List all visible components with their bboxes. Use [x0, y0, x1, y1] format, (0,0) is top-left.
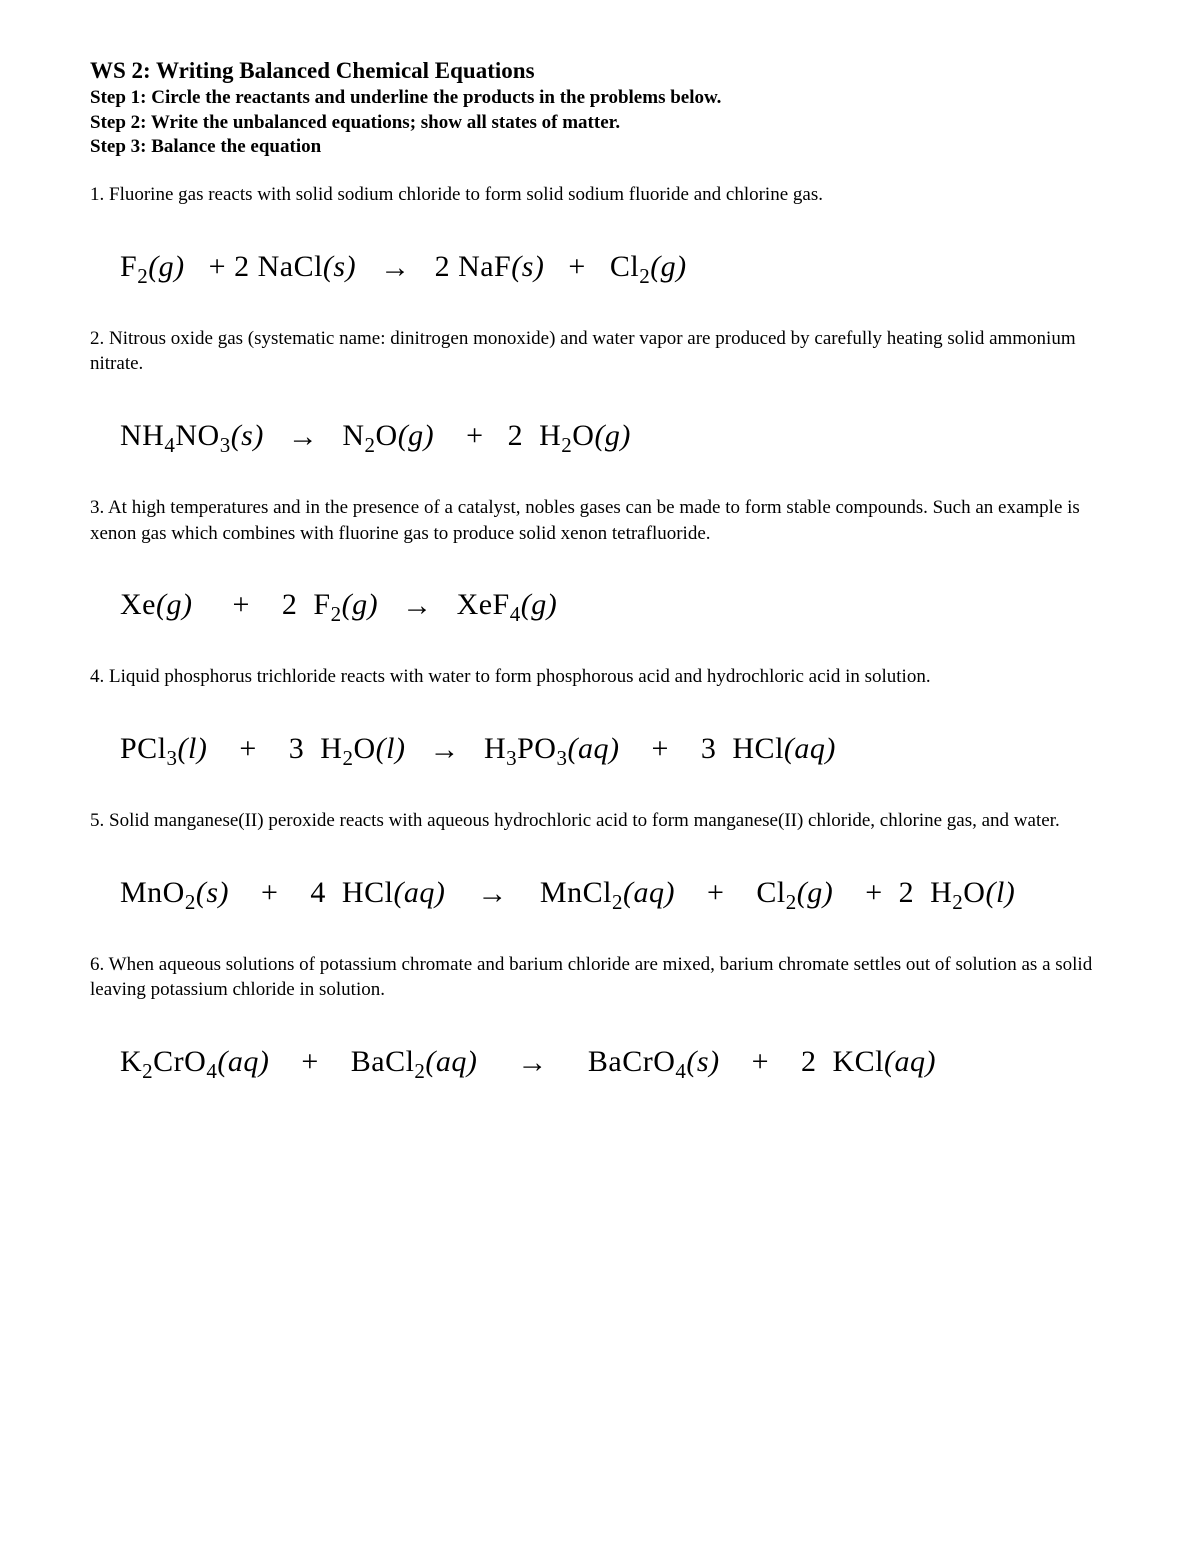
eq4-term1: PCl3(l): [120, 732, 207, 765]
eq4-term4: HCl(aq): [724, 732, 836, 765]
eq5-coef2: 4: [310, 876, 326, 909]
arrow-icon: →: [477, 877, 508, 911]
problem-3-text: 3. At high temperatures and in the prese…: [90, 495, 1110, 546]
step-2: Step 2: Write the unbalanced equations; …: [90, 111, 1110, 136]
eq1-coef3: 2: [435, 250, 451, 283]
plus-sign: +: [301, 1045, 318, 1078]
page-title: WS 2: Writing Balanced Chemical Equation…: [90, 58, 1110, 84]
step-3: Step 3: Balance the equation: [90, 135, 1110, 160]
plus-sign: +: [466, 419, 483, 452]
eq4-term2: H2O(l): [312, 732, 405, 765]
eq3-term1: Xe(g): [120, 588, 192, 621]
arrow-icon: →: [517, 1046, 548, 1080]
equation-2: NH4NO3(s) → N2O(g) + 2 H2O(g): [120, 419, 1110, 453]
eq2-coef3: 2: [508, 419, 524, 452]
eq2-term1: NH4NO3(s): [120, 419, 264, 452]
plus-sign: +: [865, 876, 882, 909]
equation-5: MnO2(s) + 4 HCl(aq) → MnCl2(aq) + Cl2(g)…: [120, 876, 1110, 910]
eq5-term2: HCl(aq): [334, 876, 446, 909]
plus-sign: +: [209, 250, 226, 283]
eq5-term4: Cl2(g): [756, 876, 833, 909]
eq5-term5: H2O(l): [922, 876, 1015, 909]
eq3-term2: F2(g): [305, 588, 378, 621]
plus-sign: +: [651, 732, 668, 765]
arrow-icon: →: [288, 420, 319, 454]
eq4-coef2: 3: [289, 732, 305, 765]
equation-1: F2(g) + 2 NaCl(s) → 2 NaF(s) + Cl2(g): [120, 250, 1110, 284]
arrow-icon: →: [402, 589, 433, 623]
eq1-term3: NaF(s): [458, 250, 544, 283]
eq6-term4: KCl(aq): [824, 1045, 936, 1078]
eq6-term1: K2CrO4(aq): [120, 1045, 269, 1078]
equation-3: Xe(g) + 2 F2(g) → XeF4(g): [120, 588, 1110, 622]
problem-6-text: 6. When aqueous solutions of potassium c…: [90, 952, 1110, 1003]
eq1-coef2: 2: [234, 250, 250, 283]
eq1-term1: F2(g): [120, 250, 185, 283]
problem-2-text: 2. Nitrous oxide gas (systematic name: d…: [90, 326, 1110, 377]
eq6-coef4: 2: [801, 1045, 817, 1078]
problem-1-text: 1. Fluorine gas reacts with solid sodium…: [90, 182, 1110, 208]
eq6-term3: BaCrO4(s): [588, 1045, 720, 1078]
equation-4: PCl3(l) + 3 H2O(l) → H3PO3(aq) + 3 HCl(a…: [120, 732, 1110, 766]
problem-4-text: 4. Liquid phosphorus trichloride reacts …: [90, 664, 1110, 690]
eq2-term3: H2O(g): [531, 419, 631, 452]
worksheet-page: WS 2: Writing Balanced Chemical Equation…: [0, 0, 1200, 1553]
eq3-term3: XeF4(g): [457, 588, 558, 621]
problem-5-text: 5. Solid manganese(II) peroxide reacts w…: [90, 808, 1110, 834]
plus-sign: +: [707, 876, 724, 909]
eq5-term3: MnCl2(aq): [540, 876, 675, 909]
plus-sign: +: [232, 588, 249, 621]
step-1: Step 1: Circle the reactants and underli…: [90, 86, 1110, 111]
eq4-term3: H3PO3(aq): [484, 732, 620, 765]
arrow-icon: →: [429, 733, 460, 767]
equation-6: K2CrO4(aq) + BaCl2(aq) → BaCrO4(s) + 2 K…: [120, 1045, 1110, 1079]
arrow-icon: →: [380, 251, 411, 285]
eq5-term1: MnO2(s): [120, 876, 229, 909]
plus-sign: +: [239, 732, 256, 765]
eq6-term2: BaCl2(aq): [351, 1045, 478, 1078]
plus-sign: +: [568, 250, 585, 283]
eq5-coef5: 2: [899, 876, 915, 909]
eq4-coef4: 3: [701, 732, 717, 765]
plus-sign: +: [261, 876, 278, 909]
eq2-term2: N2O(g): [342, 419, 434, 452]
eq1-term4: Cl2(g): [610, 250, 687, 283]
plus-sign: +: [752, 1045, 769, 1078]
eq3-coef2: 2: [282, 588, 298, 621]
eq1-term2: NaCl(s): [258, 250, 356, 283]
